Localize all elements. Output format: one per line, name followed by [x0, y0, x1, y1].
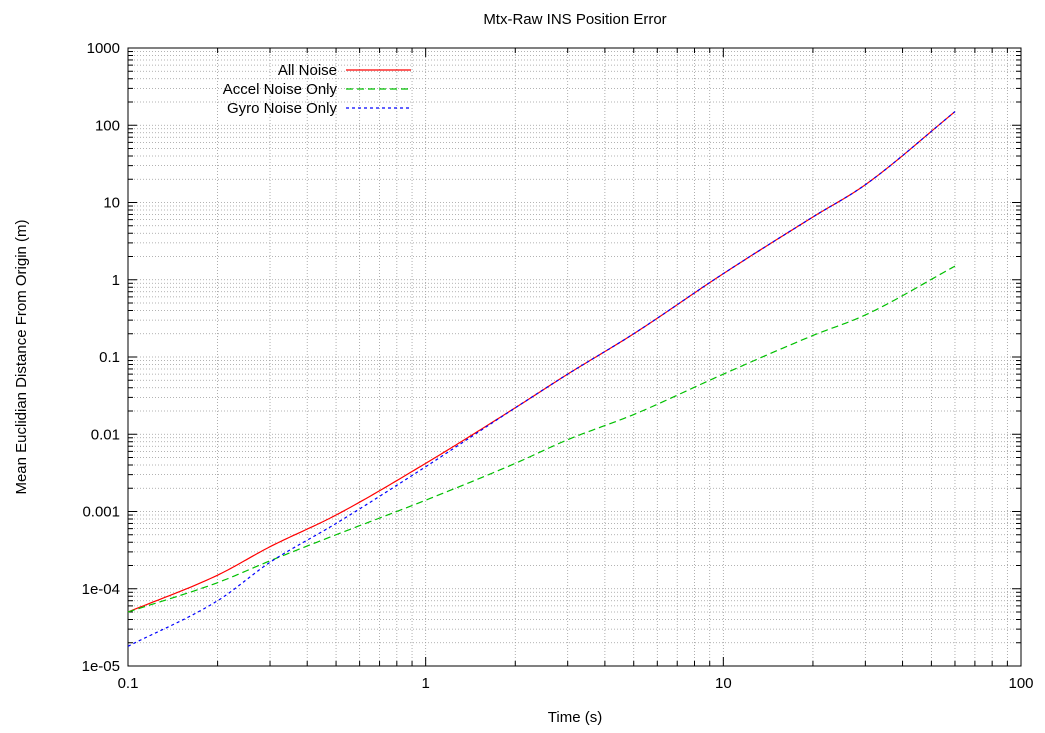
ticks: 0.1 1 10 100 1e-05 1e-04 0.001 0.01 0.1 1 10 100 100… [82, 40, 1034, 692]
y-tick-label: 0.1 [99, 349, 120, 366]
legend-label-accel-noise-only: Accel Noise Only [223, 81, 338, 98]
y-tick-label: 0.01 [91, 426, 120, 443]
y-tick-label: 100 [95, 117, 120, 134]
series-line-accel-noise-only [127, 265, 956, 613]
series-group [127, 111, 956, 647]
legend-label-all-noise: All Noise [278, 62, 337, 79]
y-tick-label: 1e-05 [82, 658, 120, 675]
series-line-gyro-noise-only [127, 111, 956, 647]
y-tick-label: 1e-04 [82, 581, 120, 598]
y-tick-label: 1000 [87, 40, 120, 57]
x-tick-label: 100 [1008, 675, 1033, 692]
x-tick-label: 10 [715, 675, 732, 692]
series-line-all-noise [127, 111, 956, 613]
x-tick-label: 1 [421, 675, 429, 692]
x-tick-label: 0.1 [118, 675, 139, 692]
y-axis-label: Mean Euclidian Distance From Origin (m) [13, 219, 30, 494]
legend-label-gyro-noise-only: Gyro Noise Only [227, 100, 338, 117]
chart-title: Mtx-Raw INS Position Error [483, 11, 666, 28]
legend: All Noise Accel Noise Only Gyro Noise Only [223, 62, 411, 117]
x-axis-label: Time (s) [548, 709, 602, 726]
grid [127, 48, 1021, 667]
y-tick-label: 1 [112, 272, 120, 289]
y-tick-label: 10 [103, 195, 120, 212]
y-tick-label: 0.001 [82, 504, 120, 521]
